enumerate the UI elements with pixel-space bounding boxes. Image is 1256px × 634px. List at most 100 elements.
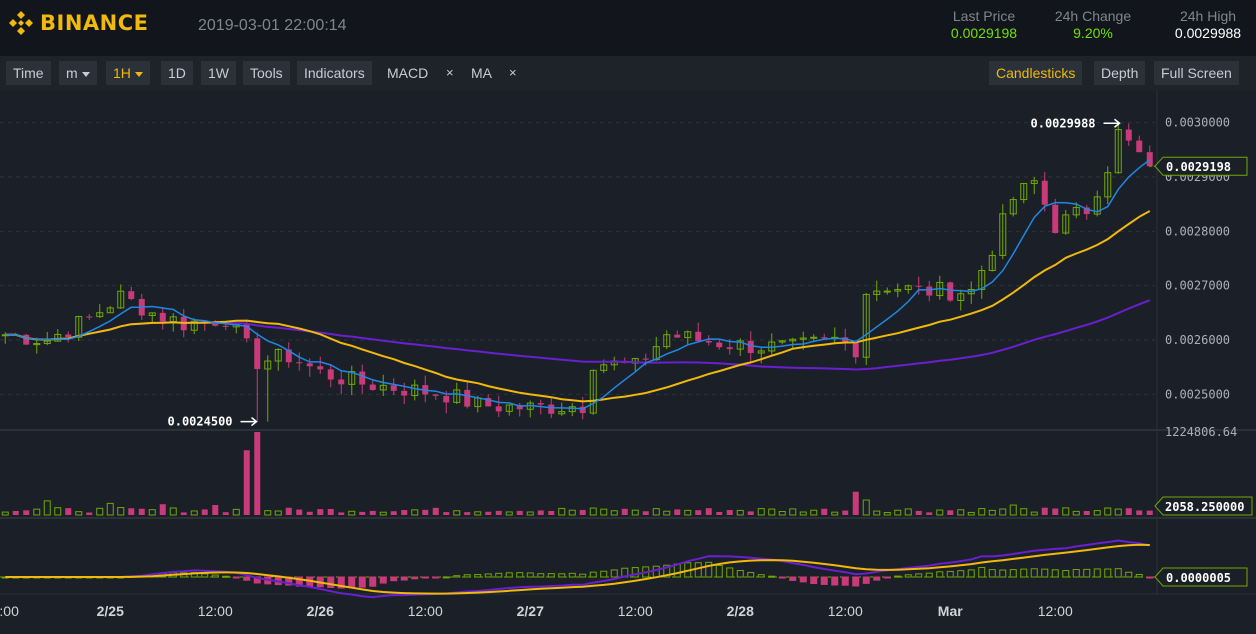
remove-macd-icon[interactable]: × bbox=[446, 65, 454, 80]
volume-bar-up bbox=[33, 508, 41, 516]
candle-body-down bbox=[726, 347, 733, 350]
price-tick-label: 0.0025000 bbox=[1165, 387, 1230, 401]
macd-histogram-up bbox=[495, 572, 503, 578]
interval-1d-button[interactable]: 1D bbox=[161, 61, 193, 85]
volume-bar-down bbox=[401, 510, 408, 515]
candle-body-down bbox=[852, 343, 859, 358]
tools-button[interactable]: Tools bbox=[243, 61, 290, 85]
volume-bar-down bbox=[915, 510, 922, 515]
hour-interval-dropdown[interactable]: 1H bbox=[106, 61, 150, 85]
macd-last-label: 0.0000005 bbox=[1166, 571, 1231, 585]
macd-histogram-up bbox=[222, 575, 230, 578]
volume-max-label: 1224806.64 bbox=[1165, 425, 1237, 439]
volume-bar-up bbox=[274, 510, 282, 516]
candlesticks-button[interactable]: Candlesticks bbox=[989, 61, 1083, 85]
volume-bar-up bbox=[610, 510, 618, 516]
candle-body-down bbox=[1041, 180, 1048, 205]
candle-body-down bbox=[159, 312, 166, 322]
volume-bar-down bbox=[317, 509, 324, 515]
candle-body-down bbox=[296, 362, 303, 364]
volume-bar-down bbox=[947, 510, 954, 515]
macd-histogram-down bbox=[1146, 576, 1154, 579]
volume-bar-down bbox=[1052, 508, 1059, 515]
macd-histogram-up bbox=[652, 565, 660, 578]
macd-histogram-down bbox=[232, 576, 240, 579]
volume-bar-up bbox=[873, 510, 881, 516]
macd-histogram-up bbox=[484, 573, 492, 578]
macd-histogram-up bbox=[663, 564, 671, 578]
chart-area[interactable]: 0.0030000 0.0029000 0.0028000 0.0027000 0.00… bbox=[0, 90, 1256, 634]
interval-1w-button[interactable]: 1W bbox=[201, 61, 236, 85]
candle-body-down bbox=[327, 369, 334, 380]
volume-last-label: 2058.250000 bbox=[1165, 500, 1244, 514]
candle-body-up bbox=[54, 333, 62, 342]
candle-body-down bbox=[1052, 204, 1059, 234]
candle-body-up bbox=[106, 307, 114, 314]
minute-dropdown[interactable]: m bbox=[59, 61, 97, 85]
candle-body-down bbox=[306, 363, 313, 367]
volume-bar-up bbox=[768, 508, 776, 516]
time-button[interactable]: Time bbox=[6, 61, 51, 85]
candle-body-down bbox=[359, 371, 366, 385]
macd-histogram-down bbox=[789, 576, 797, 581]
volume-bar-up bbox=[232, 508, 240, 516]
candle-body-up bbox=[1114, 129, 1122, 174]
macd-histogram-up bbox=[1009, 569, 1017, 578]
volume-bar-up bbox=[736, 509, 744, 516]
macd-histogram-up bbox=[463, 574, 471, 578]
volume-bar-up bbox=[1104, 507, 1112, 516]
volume-bar-down bbox=[422, 509, 429, 515]
candle-body-down bbox=[338, 379, 345, 385]
volume-bar-up bbox=[453, 510, 461, 516]
candle-body-up bbox=[453, 389, 461, 403]
candle-body-down bbox=[222, 325, 229, 327]
volume-bar-down bbox=[716, 511, 723, 515]
candle-body-up bbox=[33, 343, 41, 346]
volume-bar-up bbox=[631, 509, 639, 516]
binance-logo[interactable]: BINANCE bbox=[8, 10, 148, 36]
candle-body-down bbox=[821, 337, 828, 339]
candle-body-down bbox=[369, 384, 376, 390]
candle-body-down bbox=[65, 334, 72, 338]
volume-bar-down bbox=[926, 512, 933, 515]
depth-button[interactable]: Depth bbox=[1094, 61, 1146, 85]
candle-body-up bbox=[684, 331, 692, 339]
macd-histogram-up bbox=[715, 564, 723, 578]
indicators-button[interactable]: Indicators bbox=[297, 61, 372, 85]
macd-histogram-down bbox=[841, 576, 849, 586]
volume-bar-down bbox=[1136, 510, 1143, 515]
candle-body-up bbox=[568, 406, 576, 413]
macd-histogram-down bbox=[337, 576, 345, 589]
macd-histogram-up bbox=[736, 569, 744, 578]
candle-body-up bbox=[274, 348, 282, 362]
macd-indicator-label: MACD bbox=[387, 65, 429, 81]
candle-body-up bbox=[862, 293, 870, 358]
price-chart[interactable]: 0.00300000.00290000.00280000.00270000.00… bbox=[0, 90, 1256, 634]
macd-histogram-down bbox=[778, 576, 786, 579]
macd-histogram-up bbox=[1041, 568, 1049, 578]
macd-signal-line bbox=[5, 543, 1150, 595]
volume-bar-down bbox=[705, 508, 712, 515]
volume-bar-down bbox=[674, 509, 681, 515]
time-axis-label: 12:00 bbox=[408, 603, 443, 619]
candle-body-up bbox=[1104, 172, 1112, 198]
macd-histogram-up bbox=[894, 575, 902, 578]
candle-body-down bbox=[516, 404, 523, 410]
volume-bar-down bbox=[464, 512, 471, 515]
macd-histogram-up bbox=[589, 571, 597, 578]
last-price-tag bbox=[1154, 156, 1248, 176]
candle-body-up bbox=[1030, 180, 1038, 184]
volume-bar-down bbox=[296, 509, 303, 515]
high-arrow-icon bbox=[1103, 118, 1121, 128]
macd-histogram-up bbox=[946, 570, 954, 578]
candle-body-up bbox=[589, 369, 597, 414]
macd-histogram-up bbox=[936, 571, 944, 578]
volume-bar-down bbox=[159, 504, 166, 515]
fullscreen-button[interactable]: Full Screen bbox=[1154, 61, 1239, 85]
macd-histogram-down bbox=[348, 576, 356, 588]
macd-histogram-up bbox=[600, 570, 608, 578]
volume-bar-up bbox=[883, 512, 891, 516]
volume-bar-down bbox=[201, 509, 208, 515]
candle-body-up bbox=[96, 312, 104, 318]
remove-ma-icon[interactable]: × bbox=[509, 65, 517, 80]
